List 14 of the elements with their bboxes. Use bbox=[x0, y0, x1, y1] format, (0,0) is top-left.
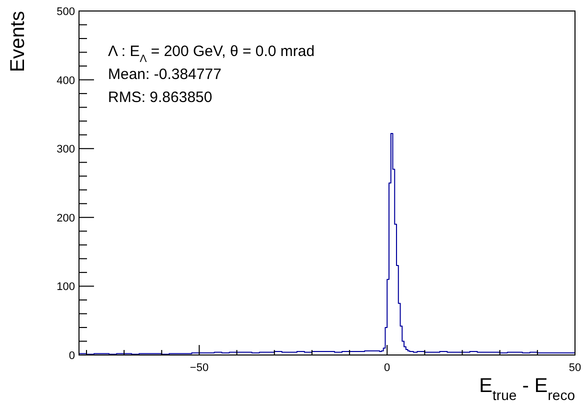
x-tick-label: 0 bbox=[384, 362, 390, 374]
annotation: Λ : E$_{Λ}$ = 200 GeV, θ = 0.0 mrad bbox=[108, 43, 315, 65]
x-axis-title: E$_{true}$ - E$_{reco}$ bbox=[479, 375, 576, 403]
y-axis-title: Events bbox=[7, 11, 29, 72]
y-tick-label: 400 bbox=[56, 74, 75, 87]
annotation: Mean: -0.384777 bbox=[108, 66, 222, 83]
y-tick-label: 300 bbox=[56, 144, 75, 156]
annotation: RMS: 9.863850 bbox=[108, 89, 212, 106]
y-tick-label: 100 bbox=[56, 281, 75, 294]
y-tick-label: 200 bbox=[56, 212, 75, 224]
y-tick-label: 500 bbox=[56, 6, 75, 18]
x-tick-label: −50 bbox=[190, 362, 209, 374]
x-tick-label: 50 bbox=[568, 362, 582, 374]
y-tick-label: 0 bbox=[68, 350, 75, 362]
